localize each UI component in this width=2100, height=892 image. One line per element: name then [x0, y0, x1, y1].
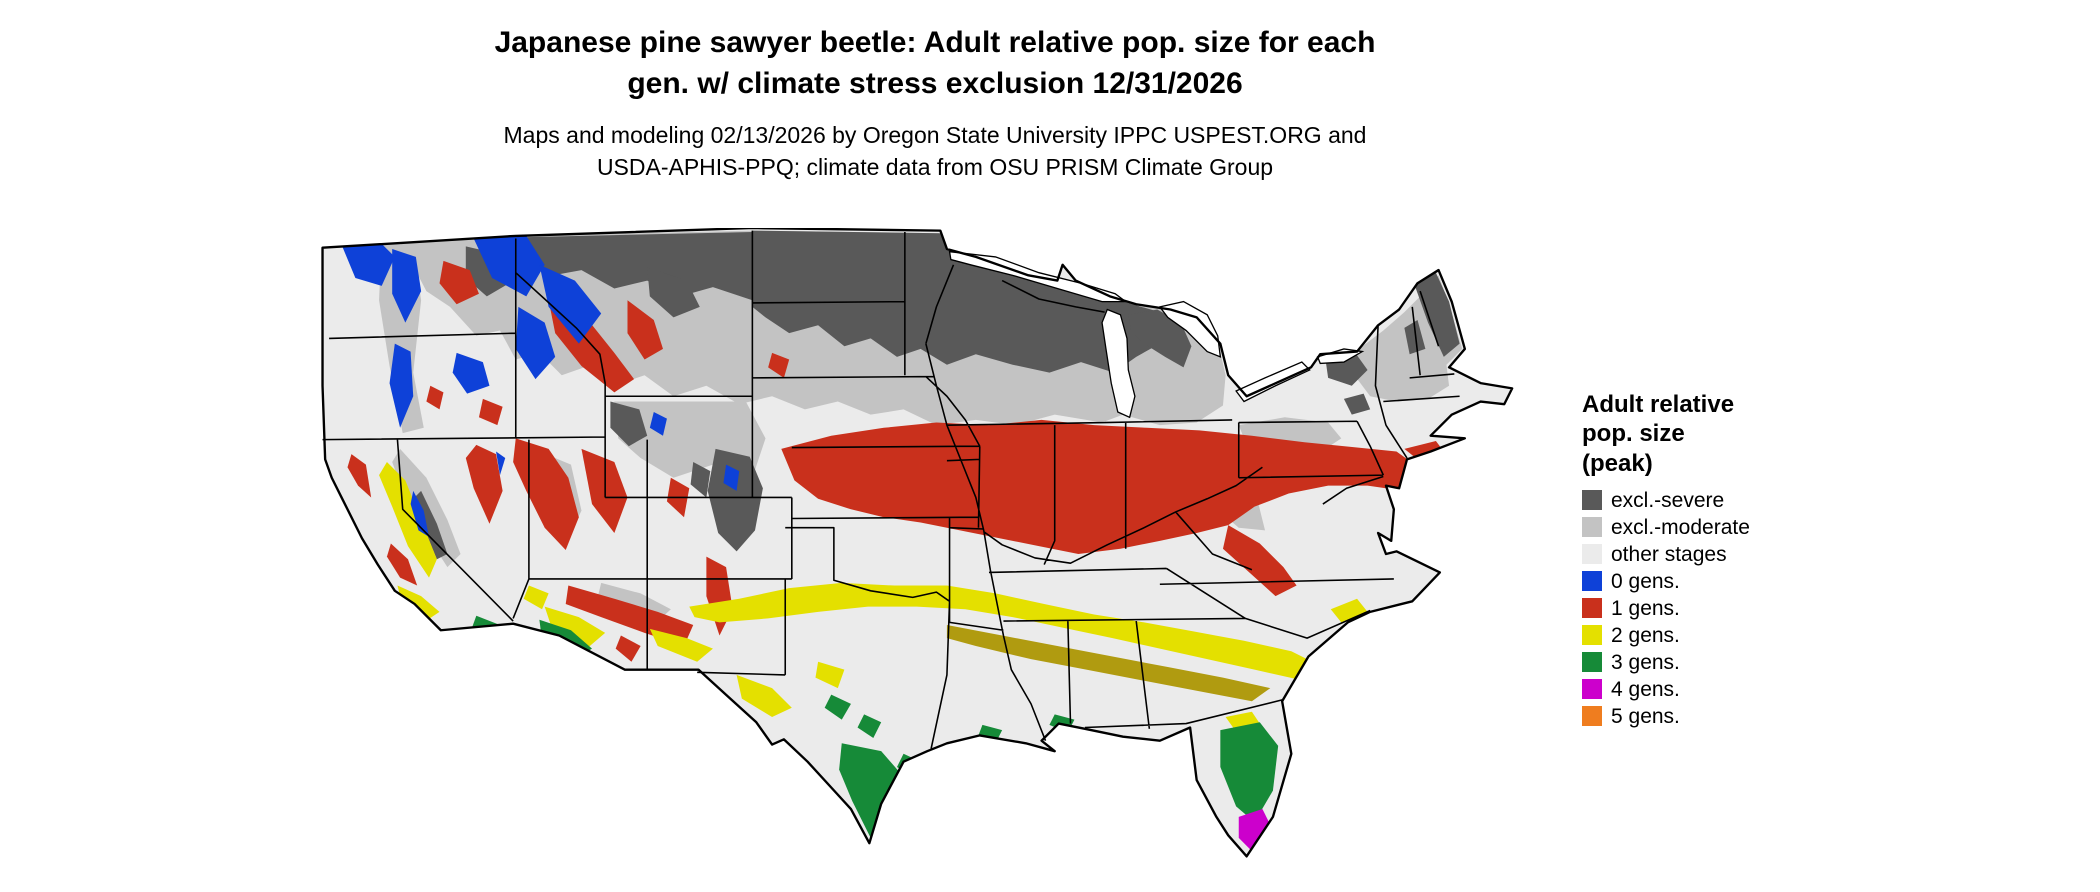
- map-layer-2-gens-dark-band: [946, 624, 1271, 702]
- legend-item-label: excl.-severe: [1611, 488, 1725, 512]
- map-layer-2-gens: [379, 461, 1368, 736]
- legend-item: 3 gens.: [1582, 652, 1822, 673]
- legend-color-swatch: [1582, 544, 1602, 565]
- legend-item-label: other stages: [1611, 542, 1727, 566]
- figure-header: Japanese pine sawyer beetle: Adult relat…: [0, 22, 1870, 184]
- us-outline: [321, 228, 1514, 858]
- legend-color-swatch: [1582, 679, 1602, 700]
- lake-huron: [1158, 300, 1222, 358]
- legend-item-label: 0 gens.: [1611, 569, 1680, 593]
- legend-color-swatch: [1582, 598, 1602, 619]
- legend-item-label: 4 gens.: [1611, 677, 1680, 701]
- legend-item-label: 2 gens.: [1611, 623, 1680, 647]
- figure-subtitle-line1: Maps and modeling 02/13/2026 by Oregon S…: [503, 121, 1367, 148]
- legend-item-label: 1 gens.: [1611, 596, 1680, 620]
- legend-title-line1: Adult relative: [1582, 391, 1735, 418]
- map-legend: Adult relative pop. size (peak) excl.-se…: [1582, 390, 1822, 727]
- figure-title: Japanese pine sawyer beetle: Adult relat…: [0, 22, 1870, 105]
- legend-color-swatch: [1582, 517, 1602, 538]
- legend-color-swatch: [1582, 706, 1602, 727]
- legend-title-line2: pop. size: [1582, 420, 1685, 448]
- legend-color-swatch: [1582, 490, 1602, 511]
- us-map-svg: [321, 228, 1514, 858]
- legend-title: Adult relative pop. size (peak): [1582, 390, 1822, 478]
- legend-item: 2 gens.: [1582, 625, 1822, 646]
- legend-item: excl.-severe: [1582, 490, 1822, 511]
- legend-color-swatch: [1582, 652, 1602, 673]
- legend-item: 1 gens.: [1582, 598, 1822, 619]
- legend-item-label: 3 gens.: [1611, 650, 1680, 674]
- legend-title-line3: (peak): [1582, 449, 1653, 477]
- map-layer-0-gens: [342, 235, 1463, 537]
- figure-title-line2: gen. w/ climate stress exclusion 12/31/2…: [627, 67, 1243, 101]
- figure-subtitle: Maps and modeling 02/13/2026 by Oregon S…: [0, 119, 1870, 184]
- legend-item: 0 gens.: [1582, 571, 1822, 592]
- legend-item: 4 gens.: [1582, 679, 1822, 700]
- legend-color-swatch: [1582, 571, 1602, 592]
- legend-item-label: 5 gens.: [1611, 704, 1680, 728]
- legend-item-label: excl.-moderate: [1611, 515, 1750, 539]
- legend-item: 5 gens.: [1582, 706, 1822, 727]
- legend-items: excl.-severe excl.-moderate other stages…: [1582, 490, 1822, 727]
- lake-michigan: [1101, 308, 1136, 419]
- us-distribution-map: [318, 228, 1518, 880]
- legend-item: excl.-moderate: [1582, 517, 1822, 538]
- legend-item: other stages: [1582, 544, 1822, 565]
- figure-title-line1: Japanese pine sawyer beetle: Adult relat…: [494, 26, 1376, 59]
- state-borders: [322, 230, 1460, 749]
- legend-color-swatch: [1582, 625, 1602, 646]
- figure-subtitle-line2: USDA-APHIS-PPQ; climate data from OSU PR…: [596, 154, 1274, 181]
